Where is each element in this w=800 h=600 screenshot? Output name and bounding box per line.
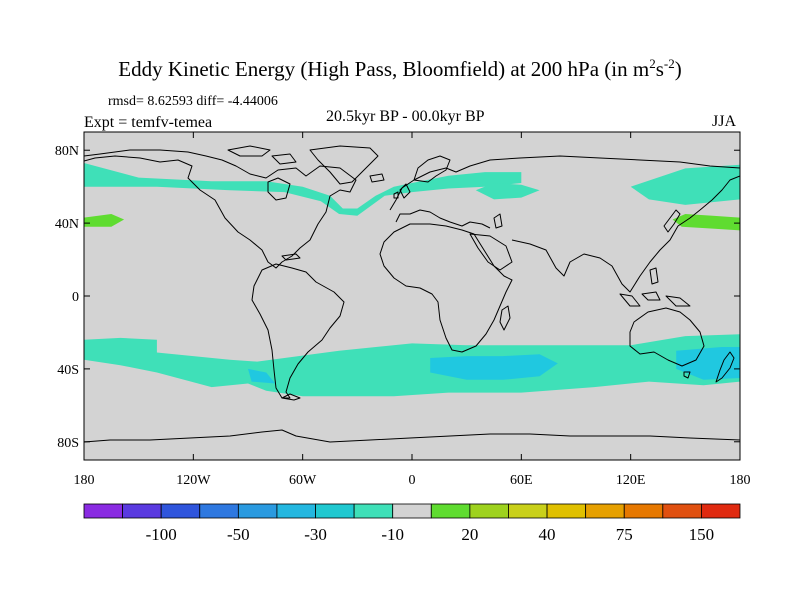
colorbar-swatch [585, 503, 625, 519]
colorbar-swatch [276, 503, 316, 519]
colorbar-label: -30 [304, 525, 327, 544]
season-label: JJA [712, 113, 737, 130]
colorbar-swatch [546, 503, 587, 519]
contour-region-nh-storm-track-asia [475, 183, 540, 200]
colorbar-swatch [315, 503, 355, 519]
plot-title: Eddy Kinetic Energy (High Pass, Bloomfie… [118, 56, 682, 81]
lon-tick-label: 180 [730, 473, 751, 488]
axis-ticks: 80N 40N 0 40S 80S 180 120W 60W 0 60E 120E 180 [55, 132, 751, 488]
colorbar-swatch [160, 503, 201, 519]
colorbar-label: 20 [461, 525, 478, 544]
contour-region-nh-patch-20-west [84, 214, 125, 227]
colorbar-swatch [430, 503, 471, 519]
lat-tick-label: 80N [55, 144, 79, 159]
colorbar-label: 40 [539, 525, 556, 544]
contour-region-nh-storm-track-pacific [630, 164, 740, 205]
experiment-label: Expt = temfv-temea [84, 114, 213, 131]
lon-tick-label: 60W [289, 473, 317, 488]
lat-tick-label: 0 [72, 290, 79, 305]
colorbar-label: 150 [689, 525, 715, 544]
contour-region-nh-storm-track-atlantic [84, 163, 522, 216]
colorbar-swatch [469, 503, 509, 519]
coastline-layer [84, 145, 740, 443]
colorbar-swatch [83, 503, 123, 519]
colorbar-swatch [122, 503, 162, 519]
lon-tick-label: 60E [510, 473, 533, 488]
contour-region-sh-storm-track [84, 334, 740, 397]
lon-tick-label: 120E [616, 473, 646, 488]
colorbar-swatch [623, 503, 664, 519]
colorbar-label: -10 [381, 525, 404, 544]
colorbar-swatch [199, 503, 239, 519]
colorbar-label: 75 [616, 525, 633, 544]
colorbar-swatch [237, 503, 278, 519]
period-label: 20.5kyr BP - 00.0kyr BP [326, 108, 485, 125]
colorbar-swatch [353, 503, 394, 519]
colorbar-label: -50 [227, 525, 250, 544]
lat-tick-label: 40N [55, 217, 79, 232]
colorbar: -100 -50 -30 -10 20 40 75 150 [83, 503, 741, 544]
contour-region-sh-core-chile [248, 368, 276, 384]
colorbar-swatch [701, 503, 741, 519]
colorbar-swatch [392, 503, 432, 519]
rmsd-diff-text: rmsd= 8.62593 diff= -4.44006 [108, 94, 278, 109]
contour-region-sh-core-australia [676, 347, 740, 380]
contour-region-sh-core-indian [430, 354, 558, 380]
colorbar-label: -100 [146, 525, 177, 544]
colorbar-swatch [662, 503, 702, 519]
colorbar-swatch [508, 503, 548, 519]
lon-tick-label: 120W [176, 473, 211, 488]
lat-tick-label: 40S [57, 363, 79, 378]
lon-tick-label: 0 [409, 473, 416, 488]
lat-tick-label: 80S [57, 436, 79, 451]
lon-tick-label: 180 [74, 473, 95, 488]
contour-fill-layer [84, 163, 740, 397]
